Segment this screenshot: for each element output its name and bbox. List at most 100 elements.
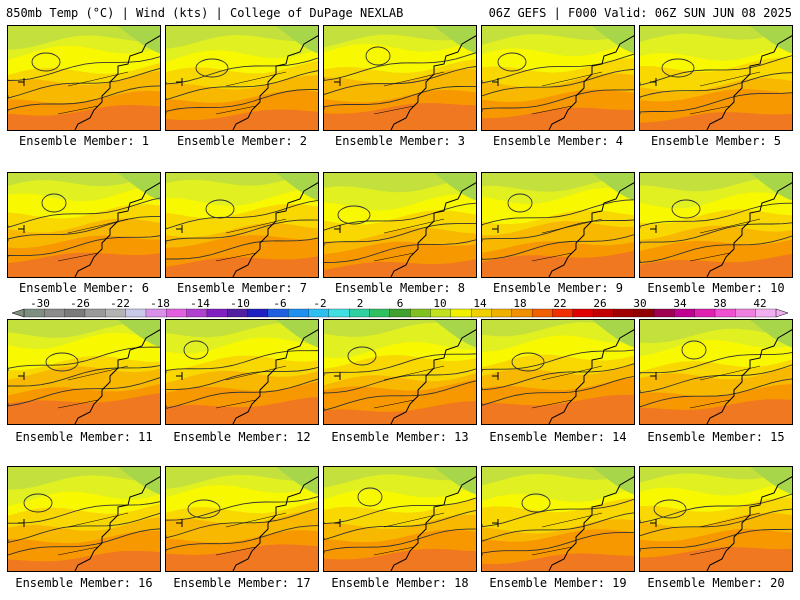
state-border (215, 512, 287, 556)
ensemble-member-caption: Ensemble Member: 7 (176, 281, 308, 295)
colorbar-swatch (166, 308, 188, 318)
colorbar-swatch (84, 308, 106, 318)
colorbar-tick-label: 26 (593, 299, 606, 310)
isotherm-contour (482, 375, 634, 406)
ensemble-member-map (481, 466, 635, 572)
wind-barb (492, 225, 499, 233)
cold-region (276, 173, 318, 201)
colorbar-tick-label: -14 (190, 299, 210, 310)
closed-contour (661, 58, 695, 78)
cold-region (434, 320, 476, 348)
colorbar-swatch (592, 308, 615, 318)
closed-contour (511, 352, 545, 372)
state-border (689, 218, 761, 262)
closed-contour (681, 340, 707, 360)
colorbar-swatch (470, 308, 493, 318)
isotherm-contour (324, 368, 476, 394)
ensemble-member-caption: Ensemble Member: 9 (492, 281, 624, 295)
ensemble-member-caption: Ensemble Member: 17 (173, 576, 311, 590)
colorbar-tick-label: -2 (313, 299, 326, 310)
isotherm-contour (166, 219, 318, 244)
map-plot (166, 26, 318, 130)
closed-contour (507, 193, 533, 213)
isotherm-contour (8, 528, 160, 556)
temperature-band (640, 253, 792, 277)
temperature-band (324, 103, 476, 130)
colorbar-swatch (714, 308, 737, 318)
colorbar-swatch (653, 308, 676, 318)
ensemble-member-map (323, 25, 477, 131)
state-border (57, 512, 129, 556)
coastline (390, 476, 476, 571)
ensemble-member-map (639, 25, 793, 131)
state-border (689, 365, 761, 409)
wind-barb (334, 225, 341, 233)
isotherm-contour (324, 239, 476, 263)
ensemble-member-map (165, 172, 319, 278)
map-plot (324, 467, 476, 571)
ensemble-member-caption: Ensemble Member: 5 (650, 134, 782, 148)
coastline (74, 329, 160, 424)
ensemble-member-caption: Ensemble Member: 15 (647, 430, 785, 444)
isotherm-contour (324, 380, 476, 411)
temperature-colorbar: -30 -26 -22 -18 -14 -10 -6 -2 2 6 10 14 18 22 26 30 34 38… (11, 299, 789, 318)
ensemble-member-caption: Ensemble Member: 16 (15, 576, 153, 590)
colorbar-swatch (44, 308, 66, 318)
closed-contour (41, 193, 67, 213)
isotherm-contour (324, 509, 476, 541)
ensemble-member-caption: Ensemble Member: 2 (176, 134, 308, 148)
isotherm-contour (640, 92, 792, 115)
ensemble-member-caption: Ensemble Member: 18 (331, 576, 469, 590)
map-plot (640, 467, 792, 571)
state-border (689, 512, 761, 556)
temperature-band (166, 256, 318, 277)
map-plot (324, 320, 476, 424)
map-plot (640, 320, 792, 424)
colorbar-left-arrow (11, 308, 25, 318)
isotherm-contour (166, 199, 318, 230)
map-plot (482, 26, 634, 130)
colorbar-tick-label: -30 (30, 299, 50, 310)
ensemble-member-caption: Ensemble Member: 4 (492, 134, 624, 148)
coastline (706, 476, 792, 571)
ensemble-member-caption: Ensemble Member: 10 (647, 281, 785, 295)
ensemble-member-map (639, 172, 793, 278)
ensemble-member-caption: Ensemble Member: 1 (18, 134, 150, 148)
isotherm-contour (166, 70, 318, 101)
isotherm-contour (640, 378, 792, 408)
coastline (232, 329, 318, 424)
colorbar-tick-label: 34 (673, 299, 687, 310)
temperature-band (8, 252, 160, 277)
cold-region (276, 320, 318, 348)
isotherm-contour (482, 349, 634, 372)
coastline (74, 476, 160, 571)
isotherm-contour (482, 234, 634, 260)
colorbar-swatch (552, 308, 574, 318)
colorbar-swatch (349, 308, 371, 318)
isotherm-contour (166, 366, 318, 391)
coastline (390, 35, 476, 130)
temperature-band (482, 250, 634, 277)
isotherm-contour (324, 222, 476, 246)
ensemble-member-map (7, 25, 161, 131)
isotherm-contour (482, 512, 634, 542)
colorbar-swatch (450, 308, 472, 318)
colorbar-tick-label: -26 (70, 299, 90, 310)
colorbar-swatch (288, 308, 310, 318)
temperature-band (8, 105, 160, 130)
temperature-band (8, 393, 160, 424)
colorbar-swatch (23, 308, 45, 318)
wind-barb (650, 519, 657, 527)
ensemble-member-caption: Ensemble Member: 14 (489, 430, 627, 444)
isotherm-contour (8, 197, 160, 228)
isotherm-contour (166, 89, 318, 114)
isotherm-contour (482, 68, 634, 97)
closed-contour (671, 199, 701, 219)
wind-barb (18, 225, 25, 233)
colorbar-swatch (430, 308, 452, 318)
coastline (390, 182, 476, 277)
coastline (706, 329, 792, 424)
state-border (531, 365, 603, 409)
isotherm-contour (640, 235, 792, 264)
coastline (390, 329, 476, 424)
